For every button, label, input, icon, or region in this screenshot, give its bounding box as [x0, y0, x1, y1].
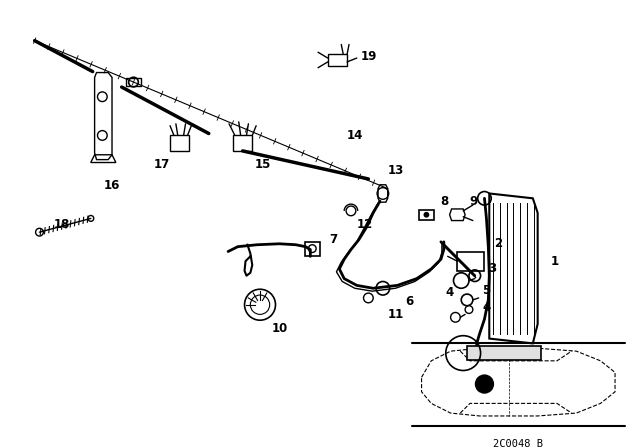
Text: 15: 15	[254, 158, 271, 171]
Polygon shape	[467, 346, 541, 360]
Text: 4: 4	[445, 286, 454, 299]
Text: 19: 19	[360, 50, 377, 63]
Text: 13: 13	[388, 164, 404, 177]
Text: 2: 2	[494, 237, 502, 250]
Text: 17: 17	[154, 158, 170, 171]
Text: 18: 18	[54, 218, 70, 231]
Text: 12: 12	[356, 218, 373, 231]
Text: 2C0048 B: 2C0048 B	[493, 439, 543, 448]
Text: 16: 16	[103, 179, 120, 192]
Circle shape	[475, 375, 494, 394]
Text: 1: 1	[550, 255, 558, 268]
Text: 7: 7	[330, 233, 338, 246]
Text: 8: 8	[440, 195, 448, 208]
Text: 5: 5	[483, 284, 491, 297]
Text: 6: 6	[405, 295, 413, 308]
Text: 9: 9	[469, 195, 477, 208]
Text: 11: 11	[388, 308, 404, 321]
Text: 14: 14	[347, 129, 364, 142]
Text: 4: 4	[483, 301, 491, 314]
Text: 10: 10	[271, 323, 288, 336]
Circle shape	[424, 212, 429, 218]
Text: 3: 3	[488, 263, 497, 276]
